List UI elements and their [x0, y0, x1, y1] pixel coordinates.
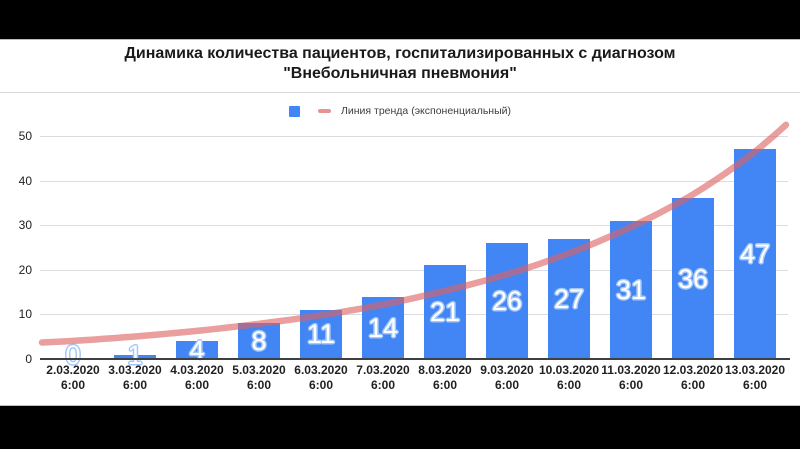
bar-slot: 47 — [724, 136, 786, 359]
chart-legend: Линия тренда (экспоненциальный) — [0, 102, 800, 120]
chart-plot-region: 0 10 20 30 40 50 0 1 4 8 11 14 21 26 27 31 36 47 2.03.20… — [0, 40, 800, 407]
x-tick-date: 6.03.2020 — [294, 363, 348, 377]
x-tick-label: 6.03.2020 6:00 — [290, 363, 352, 393]
bar-slot: 11 — [290, 136, 352, 359]
x-tick-date: 2.03.2020 — [46, 363, 100, 377]
chart-title: Динамика количества пациентов, госпитали… — [0, 44, 800, 84]
x-tick-date: 11.03.2020 — [601, 363, 661, 377]
x-tick-time: 6:00 — [494, 378, 520, 392]
x-tick-date: 4.03.2020 — [170, 363, 224, 377]
x-tick-time: 6:00 — [742, 378, 768, 392]
bar-value-label: 47 — [739, 239, 771, 270]
x-tick-time: 6:00 — [680, 378, 706, 392]
x-tick-time: 6:00 — [432, 378, 458, 392]
bar-slot: 21 — [414, 136, 476, 359]
bar-value-label: 11 — [306, 319, 336, 350]
x-tick-label: 13.03.2020 6:00 — [724, 363, 786, 393]
x-tick-label: 11.03.2020 6:00 — [600, 363, 662, 393]
x-tick-time: 6:00 — [618, 378, 644, 392]
legend-trendline-swatch — [318, 109, 331, 113]
bar-value-label: 31 — [615, 274, 647, 305]
x-tick-time: 6:00 — [122, 378, 148, 392]
bar-slot: 8 — [228, 136, 290, 359]
bar-value-label: 1 — [127, 340, 143, 370]
x-axis-line — [40, 358, 790, 360]
x-tick-date: 3.03.2020 — [108, 363, 162, 377]
x-tick-time: 6:00 — [184, 378, 210, 392]
legend-bar-series-swatch — [289, 105, 300, 117]
x-tick-date: 13.03.2020 — [724, 363, 786, 377]
bar-slot: 26 — [476, 136, 538, 359]
x-tick-date: 8.03.2020 — [418, 363, 472, 377]
slide-panel: Динамика количества пациентов, госпитали… — [0, 39, 800, 406]
legend-trendline-label: Линия тренда (экспоненциальный) — [341, 105, 511, 117]
bar-slot: 0 — [42, 136, 104, 370]
bar-value-label: 27 — [553, 283, 585, 314]
x-tick-date: 10.03.2020 — [538, 363, 600, 377]
x-tick-time: 6:00 — [556, 378, 582, 392]
bar-value-label: 4 — [189, 335, 205, 366]
y-tick-label: 30 — [18, 218, 32, 233]
x-tick-time: 6:00 — [246, 378, 272, 392]
y-tick-label: 0 — [25, 352, 32, 366]
bar-value-label: 14 — [367, 312, 399, 343]
y-tick-label: 10 — [18, 307, 32, 322]
x-tick-time: 6:00 — [370, 378, 396, 392]
x-tick-label: 7.03.2020 6:00 — [352, 363, 414, 393]
x-tick-time: 6:00 — [60, 378, 86, 392]
x-tick-label: 4.03.2020 6:00 — [166, 363, 228, 393]
x-tick-date: 9.03.2020 — [480, 363, 534, 377]
bar-slot: 27 — [538, 136, 600, 359]
x-tick-label: 8.03.2020 6:00 — [414, 363, 476, 393]
x-tick-date: 7.03.2020 — [356, 363, 410, 377]
x-tick-label: 5.03.2020 6:00 — [228, 363, 290, 393]
x-tick-date: 12.03.2020 — [662, 363, 724, 377]
bar-value-label: 26 — [491, 286, 523, 317]
bar-slot: 4 — [166, 136, 228, 365]
bar-slot: 31 — [600, 136, 662, 359]
x-tick-time: 6:00 — [308, 378, 334, 392]
x-tick-label: 10.03.2020 6:00 — [538, 363, 600, 393]
title-divider — [0, 92, 800, 93]
y-tick-label: 50 — [18, 129, 32, 143]
bar-series: 0 1 4 8 11 14 21 26 27 31 36 47 — [42, 136, 786, 370]
x-tick-label: 3.03.2020 6:00 — [104, 363, 166, 393]
x-axis-labels: 2.03.2020 6:00 3.03.2020 6:00 4.03.2020 6:00 5… — [42, 363, 786, 393]
bar — [114, 354, 156, 359]
x-tick-label: 2.03.2020 6:00 — [42, 363, 104, 393]
chart-title-line1: Динамика количества пациентов, госпитали… — [124, 45, 676, 62]
bar-slot: 1 — [104, 136, 166, 370]
x-tick-date: 5.03.2020 — [232, 363, 286, 377]
y-tick-label: 20 — [18, 262, 32, 277]
bar-value-label: 8 — [251, 326, 267, 357]
bar-value-label: 0 — [65, 340, 81, 370]
chart-title-line2: "Внебольничная пневмония" — [283, 65, 517, 82]
x-tick-label: 9.03.2020 6:00 — [476, 363, 538, 393]
bar-value-label: 36 — [677, 263, 709, 294]
y-tick-label: 40 — [18, 173, 32, 188]
bar-slot: 36 — [662, 136, 724, 359]
x-tick-label: 12.03.2020 6:00 — [662, 363, 724, 393]
bar-slot: 14 — [352, 136, 414, 359]
bar-value-label: 21 — [429, 297, 461, 328]
